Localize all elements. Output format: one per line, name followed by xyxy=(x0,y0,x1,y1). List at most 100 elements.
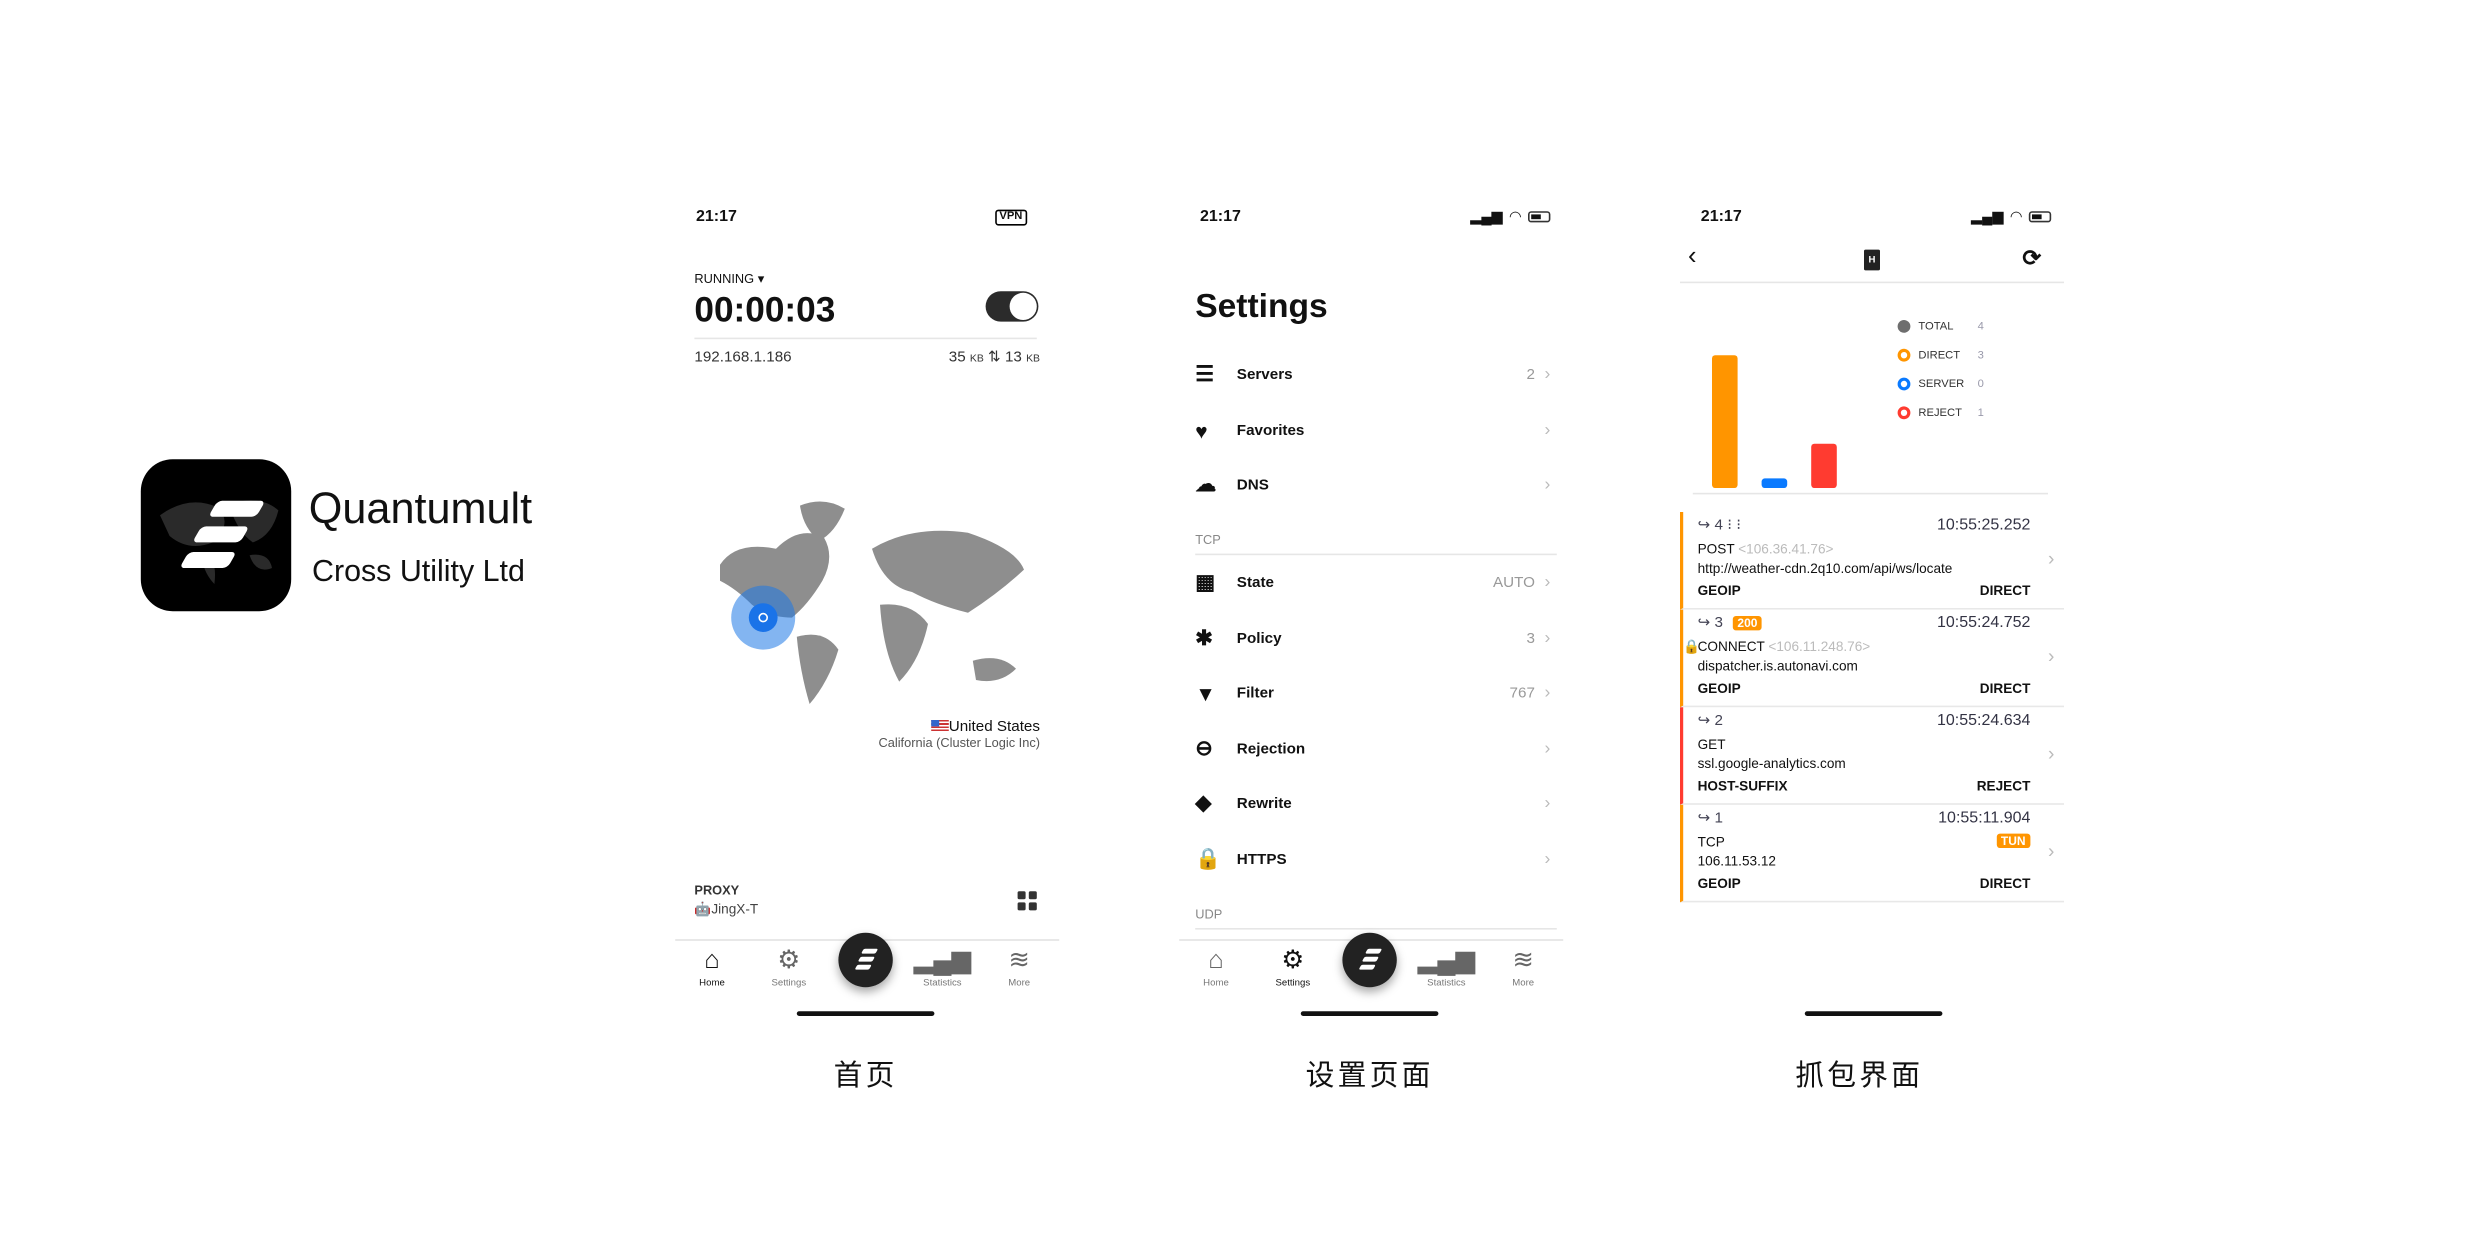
traffic-stats: 35 KB ⇅ 13 KB xyxy=(948,348,1040,367)
status-time: 21:17 xyxy=(696,208,737,226)
legend-dot-icon xyxy=(1897,320,1911,333)
matched-rule: GEOIP xyxy=(1697,582,1741,599)
heart-icon: ♥ xyxy=(1195,418,1208,443)
request-url: dispatcher.is.autonavi.com xyxy=(1697,657,1858,674)
legend-dot-icon xyxy=(1897,377,1911,391)
gear-icon: ⚙ xyxy=(1281,947,1305,975)
robot-icon: 🤖 xyxy=(694,900,712,917)
tab-statistics[interactable]: ▂▄▆ Statistics xyxy=(910,947,974,989)
chevron-right-icon: › xyxy=(1544,420,1551,440)
battery-icon xyxy=(1528,211,1551,223)
settings-item-rejection[interactable]: ⊖ Rejection › xyxy=(1195,736,1551,760)
policy: DIRECT xyxy=(1979,875,2031,892)
state-dropdown[interactable]: RUNNING ▾ xyxy=(694,272,765,287)
tab-more[interactable]: ≋ More xyxy=(987,947,1051,989)
logo-map-icon xyxy=(160,500,279,584)
request-id: ↪ 1 xyxy=(1697,809,1724,828)
request-url: 106.11.53.12 xyxy=(1697,852,1776,869)
lock-icon: 🔒 xyxy=(1195,846,1222,871)
us-flag-icon xyxy=(931,720,949,732)
filter-icon: ▼ xyxy=(1195,680,1216,705)
request-id: ↪ 3 200 xyxy=(1698,614,1763,632)
status-icons: ▂▄▆ ◠ xyxy=(1470,208,1551,226)
battery-icon xyxy=(2028,211,2052,223)
home-indicator xyxy=(796,1011,935,1016)
tab-home[interactable]: ⌂ Home xyxy=(680,947,744,989)
chevron-right-icon: › xyxy=(2048,547,2055,570)
har-file-icon[interactable]: H xyxy=(1864,249,1880,271)
policy: DIRECT xyxy=(1979,582,2031,599)
legend-dot-icon xyxy=(1897,406,1911,420)
legend-dot-icon xyxy=(1897,348,1911,362)
legend-item-server: SERVER 0 xyxy=(1897,377,1984,391)
app-name: Quantumult xyxy=(308,484,533,533)
local-ip: 192.168.1.186 xyxy=(694,348,792,367)
back-icon[interactable]: ‹ xyxy=(1688,243,1697,271)
request-time: 10:55:24.752 xyxy=(1936,614,2031,632)
home-screen: 21:17 VPN RUNNING ▾ 00:00:03 192.168.1.1… xyxy=(675,192,1060,1040)
status-time: 21:17 xyxy=(1200,208,1241,226)
section-tcp: TCP xyxy=(1195,532,1221,548)
server-icon: ☰ xyxy=(1195,361,1214,386)
transfer-arrows-icon: ⇅ xyxy=(988,348,1001,367)
settings-item-filter[interactable]: ▼ Filter 767 › xyxy=(1195,680,1551,705)
request-row[interactable]: ↪ 2 10:55:24.634 GET ssl.google-analytics.… xyxy=(1680,707,2064,805)
settings-item-https[interactable]: 🔒 HTTPS › xyxy=(1195,846,1551,871)
settings-item-servers[interactable]: ☰ Servers 2 › xyxy=(1195,361,1551,386)
settings-item-dns[interactable]: ☁ DNS › xyxy=(1195,472,1551,496)
tab-settings[interactable]: ⚙ Settings xyxy=(757,947,821,989)
request-row[interactable]: ↪ 1 10:55:11.904 TCP TUN 106.11.53.12 GEOIP D… xyxy=(1680,804,2064,903)
settings-item-rewrite[interactable]: ◆ Rewrite › xyxy=(1195,790,1551,815)
app-logo xyxy=(140,459,292,612)
tab-home[interactable]: ⌂ Home xyxy=(1184,947,1248,989)
refresh-icon[interactable]: ⟳ xyxy=(2022,244,2042,271)
quantumult-center-button[interactable] xyxy=(838,932,893,988)
legend-label: REJECT xyxy=(1918,407,1962,419)
bar-chart-icon: ▂▄▆ xyxy=(913,947,972,975)
quantumult-center-button[interactable] xyxy=(1342,932,1397,988)
chevron-right-icon: › xyxy=(1544,793,1551,813)
tab-more[interactable]: ≋ More xyxy=(1491,947,1555,989)
caption-home: 首页 xyxy=(833,1059,898,1092)
settings-item-state[interactable]: ▦ State AUTO › xyxy=(1195,569,1551,594)
tab-settings[interactable]: ⚙ Settings xyxy=(1261,947,1325,989)
tab-statistics[interactable]: ▂▄▆ Statistics xyxy=(1414,947,1478,989)
minus-circle-icon: ⊖ xyxy=(1195,736,1213,760)
request-id: ↪ 4 ⁝ ⁝ xyxy=(1697,516,1742,535)
request-url: ssl.google-analytics.com xyxy=(1697,755,1846,772)
request-time: 10:55:25.252 xyxy=(1936,516,2031,535)
tab-bar: ⌂ Home ⚙ Settings ▂▄▆ Statistics ≋ More xyxy=(1179,932,1564,1003)
location-pulse xyxy=(731,585,796,650)
bar-chart-icon: ▂▄▆ xyxy=(1417,947,1476,975)
bar-reject xyxy=(1811,443,1837,488)
legend-item-reject: REJECT 1 xyxy=(1897,406,1984,420)
chevron-right-icon: › xyxy=(1544,364,1551,384)
proxy-selector[interactable]: 🤖JingX-T xyxy=(694,900,759,917)
legend-item-direct: DIRECT 3 xyxy=(1897,348,1984,362)
request-row[interactable]: ↪ 4 ⁝ ⁝ 10:55:25.252 POST <106.36.41.76> ht… xyxy=(1680,512,2064,610)
request-row[interactable]: ↪ 3 200 10:55:24.752 🔒 CONNECT <106.11.248.7… xyxy=(1680,609,2064,708)
cloud-icon: ☁ xyxy=(1195,472,1216,496)
vpn-toggle[interactable] xyxy=(985,291,1039,322)
chevron-right-icon: › xyxy=(1544,572,1551,592)
request-method: POST <106.36.41.76> xyxy=(1697,540,1834,557)
caret-down-icon: ▾ xyxy=(757,272,765,287)
wifi-icon: ◠ xyxy=(1509,208,1522,224)
vpn-badge: VPN xyxy=(994,209,1028,226)
legend-item-total: TOTAL 4 xyxy=(1897,320,1984,333)
chevron-right-icon: › xyxy=(1544,475,1551,495)
settings-item-policy[interactable]: ✱ Policy 3 › xyxy=(1195,625,1551,650)
settings-screen: 21:17 ▂▄▆ ◠ Settings ☰ Servers 2 › ♥ Favorite… xyxy=(1179,192,1564,1040)
wifi-icon: ◠ xyxy=(2009,208,2023,224)
legend-label: SERVER xyxy=(1918,378,1965,390)
grid-icon[interactable] xyxy=(1017,891,1037,911)
chevron-right-icon: › xyxy=(1544,849,1551,869)
settings-item-favorites[interactable]: ♥ Favorites › xyxy=(1195,418,1551,443)
house-icon: ⌂ xyxy=(1208,947,1224,975)
policy-bar-chart xyxy=(1712,355,1837,488)
capture-screen: 21:17 ▂▄▆ ◠ ‹ H ⟳ TOTAL 4 DIRECT 3 SERVER 0 REJ… xyxy=(1680,192,2064,1040)
chevron-right-icon: › xyxy=(1544,683,1551,703)
house-icon: ⌂ xyxy=(704,947,720,975)
connection-timer: 00:00:03 xyxy=(694,289,836,330)
request-time: 10:55:11.904 xyxy=(1938,809,2031,828)
